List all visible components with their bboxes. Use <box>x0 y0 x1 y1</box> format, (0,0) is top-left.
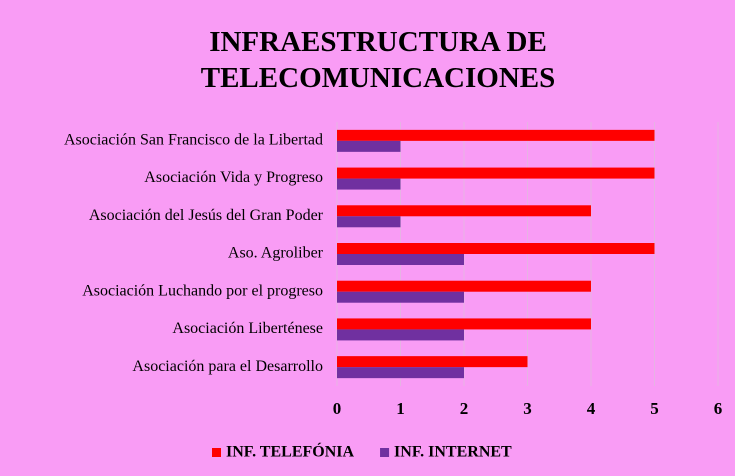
bar <box>337 367 464 379</box>
bar <box>337 129 655 141</box>
x-tick-label: 1 <box>396 399 405 418</box>
x-tick-label: 3 <box>523 399 532 418</box>
legend-label: INF. TELEFÓNIA <box>226 442 354 461</box>
bar <box>337 254 464 265</box>
bar <box>337 280 591 292</box>
bar <box>337 205 591 217</box>
y-tick-label: Asociación Liberténese <box>172 320 323 337</box>
bar <box>337 167 655 179</box>
bar <box>337 243 655 254</box>
x-tick-label: 2 <box>460 399 469 418</box>
legend-swatch <box>380 448 390 457</box>
y-tick-label: Asociación Vida y Progreso <box>144 169 323 186</box>
x-tick-label: 4 <box>587 399 596 418</box>
bar <box>337 216 401 228</box>
y-tick-label: Asociación Luchando por el progreso <box>82 282 323 299</box>
bar <box>337 318 591 330</box>
y-tick-label: Asociación para el Desarrollo <box>132 358 323 375</box>
bar <box>337 329 464 341</box>
bar <box>337 291 464 303</box>
chart-title: INFRAESTRUCTURA DE TELECOMUNICACIONES <box>200 26 556 94</box>
legend-label: INF. INTERNET <box>394 444 512 461</box>
y-tick-label: Aso. Agroliber <box>228 245 324 262</box>
bar <box>337 140 401 152</box>
legend-swatch <box>212 448 221 457</box>
x-tick-label: 5 <box>650 399 659 418</box>
y-tick-label: Asociación San Francisco de la Libertad <box>64 132 323 149</box>
bar <box>337 356 528 368</box>
bar <box>337 178 401 190</box>
x-tick-label: 0 <box>333 399 342 418</box>
x-tick-label: 6 <box>714 399 723 418</box>
y-tick-label: Asociación del Jesús del Gran Poder <box>89 207 324 224</box>
